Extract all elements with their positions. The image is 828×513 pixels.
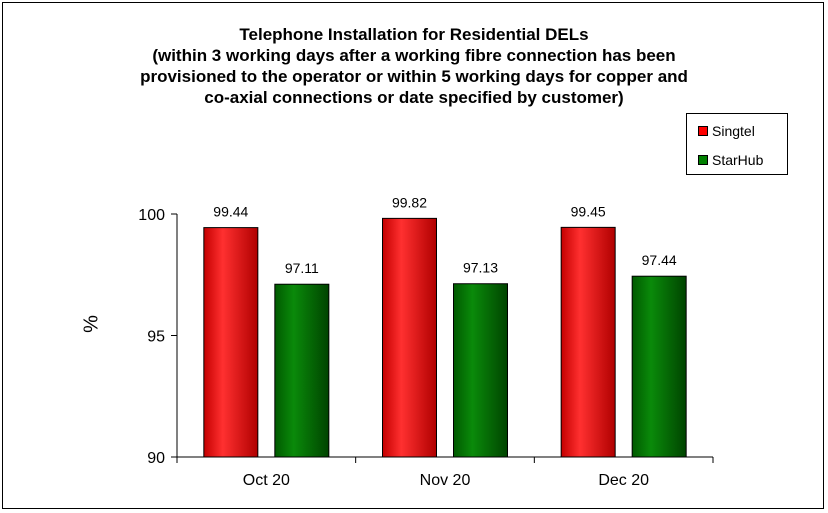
y-tick-label: 100	[138, 207, 165, 224]
y-tick-label: 95	[147, 329, 165, 346]
bar-singtel-dec-20	[560, 226, 616, 458]
data-label: 99.45	[571, 203, 606, 219]
x-tick-label: Nov 20	[420, 472, 471, 489]
x-tick-label: Dec 20	[598, 472, 649, 489]
chart-legend: Singtel StarHub	[686, 113, 788, 175]
chart-title-line-1: Telephone Installation for Residential D…	[239, 25, 589, 44]
legend-swatch-singtel	[698, 126, 708, 136]
data-label: 97.13	[463, 260, 498, 276]
bar-singtel-oct-20	[203, 227, 259, 458]
legend-item-singtel: Singtel	[698, 123, 755, 139]
x-tick-label: Oct 20	[243, 472, 290, 489]
bar-starhub-nov-20	[453, 283, 508, 458]
chart-title-line-3: provisioned to the operator or within 5 …	[140, 67, 688, 86]
data-label: 97.44	[642, 252, 677, 268]
legend-swatch-starhub	[698, 155, 708, 165]
chart-title-line-2: (within 3 working days after a working f…	[152, 46, 676, 65]
legend-label-starhub: StarHub	[712, 152, 764, 168]
chart-title-line-4: co-axial connections or date specified b…	[204, 88, 624, 107]
bar-starhub-oct-20	[274, 283, 330, 458]
bar-singtel-nov-20	[382, 217, 437, 458]
legend-item-starhub: StarHub	[698, 152, 763, 168]
bar-starhub-dec-20	[631, 275, 687, 458]
legend-label-singtel: Singtel	[712, 123, 755, 139]
data-label: 97.11	[285, 260, 319, 276]
chart-title: Telephone Installation for Residential D…	[0, 24, 828, 108]
data-label: 99.82	[392, 194, 427, 210]
data-label: 99.44	[213, 204, 248, 220]
y-tick-label: 90	[147, 450, 165, 467]
